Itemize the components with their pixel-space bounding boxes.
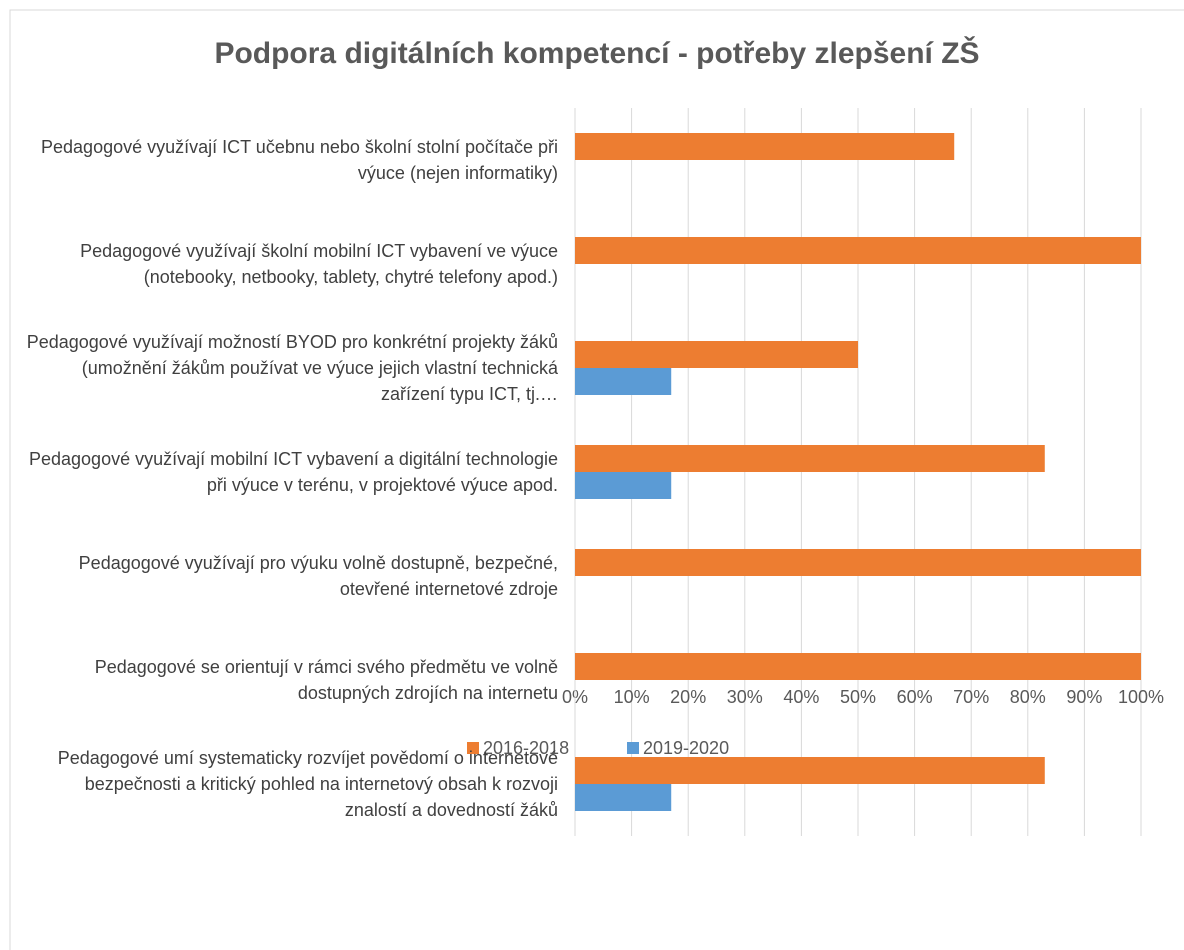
x-tick-label: 90% xyxy=(1066,687,1102,707)
x-tick-label: 40% xyxy=(783,687,819,707)
category-label: Pedagogové se orientují v rámci svého př… xyxy=(94,657,558,703)
category-label: Pedagogové využívají školní mobilní ICT … xyxy=(80,241,558,287)
category-label: Pedagogové umí systematicky rozvíjet pov… xyxy=(57,748,558,820)
bar xyxy=(575,757,1045,784)
x-tick-label: 60% xyxy=(897,687,933,707)
x-tick-label: 50% xyxy=(840,687,876,707)
bar xyxy=(575,445,1045,472)
x-tick-label: 10% xyxy=(614,687,650,707)
bar xyxy=(575,133,955,160)
chart-frame xyxy=(9,9,1184,950)
legend-swatch xyxy=(467,742,479,754)
chart-title: Podpora digitálních kompetencí - potřeby… xyxy=(214,36,979,70)
category-label: Pedagogové využívají pro výuku volně dos… xyxy=(78,553,558,599)
legend-label: 2019-2020 xyxy=(643,738,729,758)
bar xyxy=(575,237,1141,264)
category-label: Pedagogové využívají možností BYOD pro k… xyxy=(26,332,558,404)
x-tick-label: 80% xyxy=(1010,687,1046,707)
legend-swatch xyxy=(627,742,639,754)
category-label: Pedagogové využívají mobilní ICT vybaven… xyxy=(29,449,558,495)
x-tick-label: 20% xyxy=(670,687,706,707)
x-tick-label: 30% xyxy=(727,687,763,707)
category-label: Pedagogové využívají ICT učebnu nebo ško… xyxy=(41,137,558,183)
bar xyxy=(575,653,1141,680)
bar xyxy=(575,368,672,395)
x-tick-label: 100% xyxy=(1118,687,1164,707)
legend-label: 2016-2018 xyxy=(483,738,569,758)
bar xyxy=(575,549,1141,576)
bar xyxy=(575,341,858,368)
x-tick-label: 70% xyxy=(953,687,989,707)
bar xyxy=(575,784,672,811)
bar xyxy=(575,472,672,499)
